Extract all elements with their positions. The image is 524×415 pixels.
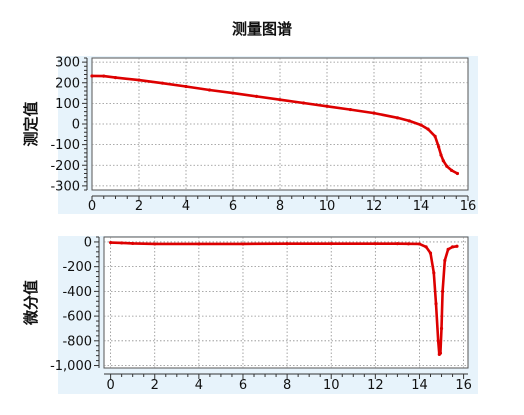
data-point bbox=[137, 78, 141, 82]
x-tick-label: 6 bbox=[239, 378, 247, 393]
chart-panel-1: 0 2 4 6 8 10 12 14 16 300 200 100 0 -100 -200 -300 测定值 bbox=[22, 56, 478, 214]
data-point bbox=[153, 242, 157, 246]
data-point bbox=[439, 153, 443, 157]
x-tick-label: 12 bbox=[367, 378, 384, 393]
x-tick-label: 16 bbox=[455, 378, 472, 393]
data-point bbox=[285, 242, 289, 246]
y-tick-label: -600 bbox=[62, 310, 92, 325]
data-point bbox=[449, 168, 454, 173]
y-tick-label: 100 bbox=[55, 97, 80, 112]
y-tick-label: 0 bbox=[72, 118, 80, 133]
data-point bbox=[160, 81, 165, 85]
data-point bbox=[102, 74, 106, 78]
y-tick-label: -1,000 bbox=[50, 359, 92, 374]
y-tick-label: -400 bbox=[62, 285, 92, 300]
data-point bbox=[428, 251, 433, 255]
y-tick-label: -100 bbox=[50, 138, 80, 153]
data-point bbox=[109, 240, 113, 245]
x-tick-label: 12 bbox=[366, 199, 383, 214]
data-point bbox=[372, 111, 376, 115]
data-point bbox=[446, 247, 450, 251]
data-point bbox=[432, 271, 436, 275]
data-point bbox=[254, 94, 259, 98]
data-point bbox=[301, 101, 306, 105]
x-tick-label: 8 bbox=[283, 378, 291, 393]
data-point bbox=[417, 242, 422, 246]
y-tick-label: -200 bbox=[62, 260, 92, 275]
x-tick-label: 16 bbox=[460, 199, 477, 214]
x-tick-label: 0 bbox=[88, 199, 96, 214]
data-point bbox=[113, 75, 118, 80]
x-tick-label: 2 bbox=[151, 378, 159, 393]
data-point bbox=[407, 119, 411, 123]
data-point bbox=[373, 242, 377, 246]
chart-panel-2: 0 2 4 6 8 10 12 14 16 0 -200 -400 -600 -800 -1,000 微分值 bbox=[22, 235, 478, 394]
data-point bbox=[424, 245, 428, 249]
data-point bbox=[207, 88, 212, 92]
data-point bbox=[426, 127, 430, 131]
data-point bbox=[450, 245, 455, 249]
data-point bbox=[278, 98, 282, 102]
data-point bbox=[445, 164, 449, 168]
data-point bbox=[433, 134, 437, 138]
data-point bbox=[348, 107, 353, 112]
data-point bbox=[441, 289, 445, 293]
data-point bbox=[90, 74, 94, 78]
data-point bbox=[131, 241, 135, 246]
y-tick-label: 300 bbox=[55, 56, 80, 71]
x-tick-label: 6 bbox=[229, 199, 237, 214]
plot-area bbox=[103, 236, 469, 369]
x-tick-label: 14 bbox=[411, 378, 428, 393]
data-point bbox=[455, 171, 460, 176]
data-point bbox=[325, 104, 329, 108]
x-tick-label: 4 bbox=[182, 199, 190, 214]
x-tick-label: 2 bbox=[135, 199, 143, 214]
x-tick-label: 8 bbox=[276, 199, 284, 214]
data-point bbox=[441, 159, 445, 163]
y-tick-label: -300 bbox=[50, 179, 80, 194]
x-tick-label: 14 bbox=[413, 199, 430, 214]
data-point bbox=[120, 241, 124, 245]
data-point bbox=[329, 242, 333, 246]
data-point bbox=[241, 242, 245, 246]
x-tick-label: 10 bbox=[319, 199, 336, 214]
data-point bbox=[434, 302, 438, 306]
data-point bbox=[395, 242, 400, 246]
data-point bbox=[437, 145, 441, 149]
y-tick-label: 200 bbox=[55, 76, 80, 91]
data-point bbox=[419, 123, 423, 127]
data-point bbox=[406, 242, 411, 246]
data-point bbox=[443, 258, 447, 263]
data-point bbox=[197, 242, 201, 246]
x-tick-label: 10 bbox=[323, 378, 340, 393]
data-point bbox=[231, 91, 235, 95]
x-tick-label: 0 bbox=[106, 378, 114, 393]
data-point bbox=[455, 244, 459, 248]
y-axis-title: 微分值 bbox=[22, 280, 40, 326]
data-point bbox=[438, 351, 443, 355]
x-tick-label: 4 bbox=[195, 378, 203, 393]
figure-title: 测量图谱 bbox=[231, 20, 292, 38]
y-tick-label: 0 bbox=[84, 235, 92, 250]
y-tick-label: -800 bbox=[62, 334, 92, 349]
y-tick-label: -200 bbox=[50, 159, 80, 174]
data-point bbox=[184, 84, 188, 89]
data-point bbox=[436, 339, 440, 343]
data-point bbox=[395, 116, 400, 120]
y-axis-title: 测定值 bbox=[22, 101, 40, 146]
data-point bbox=[439, 326, 444, 331]
